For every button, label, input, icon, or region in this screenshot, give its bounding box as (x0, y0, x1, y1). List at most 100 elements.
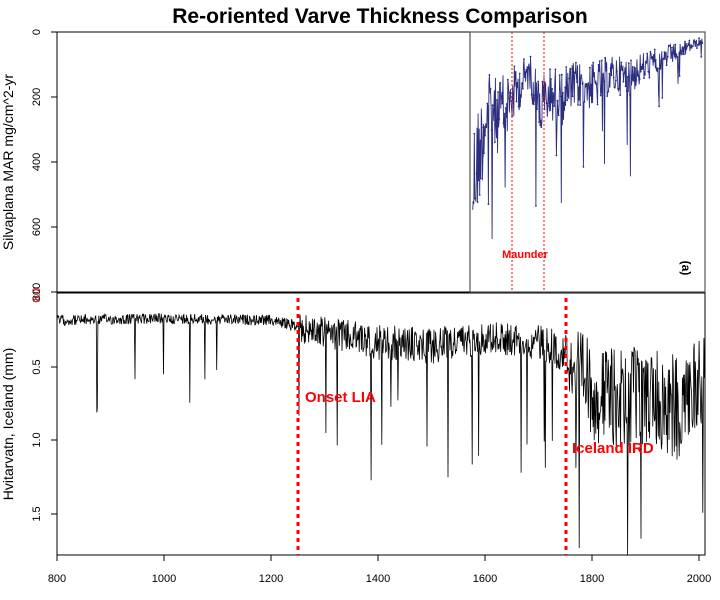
silvaplana-point (686, 45, 689, 48)
silvaplana-point (513, 65, 516, 68)
silvaplana-point (596, 103, 599, 106)
silvaplana-point (591, 64, 593, 67)
silvaplana-point (680, 49, 683, 52)
silvaplana-point (490, 129, 493, 132)
silvaplana-point (562, 91, 564, 94)
silvaplana-point (654, 59, 657, 61)
silvaplana-point (582, 166, 585, 168)
silvaplana-point (610, 74, 613, 77)
silvaplana-point (579, 104, 582, 106)
inset-panel-tag: (a) (679, 261, 693, 276)
silvaplana-point (526, 66, 529, 68)
silvaplana-point (517, 105, 520, 108)
top-y-axis: 0 200 400 600 800 (31, 29, 57, 301)
silvaplana-point (474, 197, 477, 199)
silvaplana-point (673, 52, 676, 55)
silvaplana-point (595, 83, 598, 86)
silvaplana-point (569, 68, 572, 70)
silvaplana-point (671, 46, 673, 49)
silvaplana-point (555, 154, 558, 157)
silvaplana-point (533, 94, 536, 97)
silvaplana-point (676, 56, 679, 58)
silvaplana-point (536, 108, 538, 111)
silvaplana-point (576, 81, 578, 84)
xtick-label-1800: 1800 (580, 573, 604, 585)
bottom-panel-frame (56, 292, 706, 556)
silvaplana-point (652, 54, 655, 56)
silvaplana-point (651, 56, 654, 58)
silvaplana-point (633, 66, 636, 69)
silvaplana-point (637, 75, 640, 78)
silvaplana-point (701, 42, 704, 45)
x-axis: 800 1000 1200 1400 1600 1800 2000 (48, 555, 711, 585)
xtick-label-1200: 1200 (259, 573, 283, 585)
top-ytick-label-400: 400 (31, 153, 43, 171)
silvaplana-point (476, 201, 479, 203)
silvaplana-point (538, 121, 540, 124)
silvaplana-point (556, 99, 559, 102)
silvaplana-point (631, 79, 633, 82)
silvaplana-point (665, 64, 668, 67)
silvaplana-point (603, 80, 605, 83)
silvaplana-point (527, 68, 530, 70)
silvaplana-point (593, 72, 596, 74)
silvaplana-point (541, 80, 544, 83)
silvaplana-point (664, 52, 667, 54)
iceland-ird-label: Iceland IRD (572, 440, 654, 457)
silvaplana-point (639, 70, 642, 73)
silvaplana-point (597, 63, 600, 66)
silvaplana-point (598, 60, 601, 62)
xtick-label-1000: 1000 (152, 573, 176, 585)
silvaplana-point (626, 75, 629, 78)
silvaplana-point (605, 69, 607, 72)
silvaplana-point (478, 194, 481, 196)
silvaplana-point (586, 83, 589, 86)
silvaplana-series-points (472, 37, 704, 207)
silvaplana-point (506, 78, 509, 81)
silvaplana-point (521, 82, 523, 85)
silvaplana-point (550, 78, 552, 80)
silvaplana-point (481, 126, 483, 129)
silvaplana-point (575, 61, 577, 64)
silvaplana-point (499, 81, 502, 84)
silvaplana-point (551, 88, 553, 90)
silvaplana-point (677, 66, 680, 69)
xtick-label-1600: 1600 (473, 573, 497, 585)
silvaplana-point (678, 75, 681, 77)
silvaplana-point (484, 134, 486, 137)
silvaplana-point (630, 59, 632, 62)
silvaplana-point (557, 114, 560, 117)
silvaplana-point (691, 45, 694, 48)
silvaplana-point (635, 79, 638, 81)
silvaplana-point (643, 77, 645, 79)
silvaplana-point (512, 93, 515, 96)
silvaplana-point (580, 74, 583, 77)
top-ytick-label-0: 0 (31, 29, 43, 35)
silvaplana-point (475, 172, 478, 175)
silvaplana-point (694, 41, 697, 43)
silvaplana-point (553, 105, 556, 107)
silvaplana-point (486, 102, 489, 105)
silvaplana-point (609, 67, 612, 70)
silvaplana-point (523, 58, 525, 61)
silvaplana-point (537, 80, 539, 83)
silvaplana-point (558, 74, 561, 76)
silvaplana-point (590, 83, 592, 86)
silvaplana-point (479, 177, 482, 180)
silvaplana-point (568, 77, 571, 80)
silvaplana-point (570, 86, 573, 89)
silvaplana-point (600, 59, 603, 62)
silvaplana-point (501, 102, 504, 105)
silvaplana-point (485, 126, 488, 129)
silvaplana-point (589, 66, 591, 69)
silvaplana-point (483, 152, 485, 155)
silvaplana-point (473, 132, 476, 135)
silvaplana-point (588, 87, 590, 90)
silvaplana-point (549, 68, 551, 71)
chart-title: Re-oriented Varve Thickness Comparison (172, 5, 587, 28)
bottom-ytick-label-0.0: 0.0 (31, 287, 43, 302)
silvaplana-point (646, 52, 649, 55)
silvaplana-point (684, 40, 686, 43)
